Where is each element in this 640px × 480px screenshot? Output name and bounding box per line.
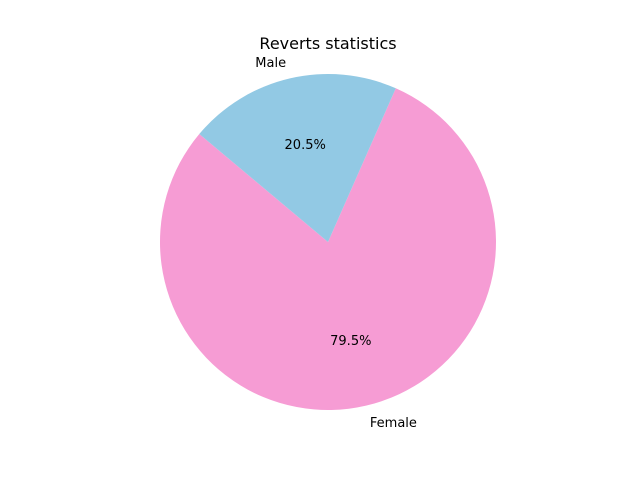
slice-label-female: Female (370, 416, 417, 431)
pie-slice-male (199, 73, 396, 242)
pie-slices (159, 73, 496, 410)
slice-percent-female: 79.5% (330, 334, 371, 349)
slice-percent-male: 20.5% (285, 138, 326, 153)
slice-label-male: Male (255, 56, 286, 71)
pie-slice-female (159, 88, 496, 410)
chart-title: Reverts statistics (259, 34, 396, 53)
pie-labels: Female 79.5% Male 20.5% (255, 56, 417, 431)
